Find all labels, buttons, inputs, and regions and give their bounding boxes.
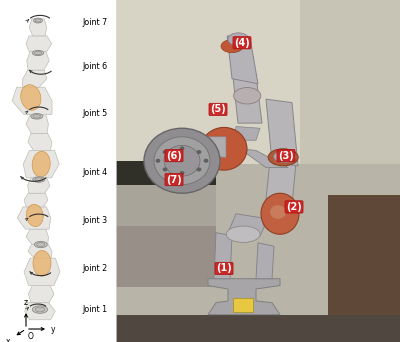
Text: (4): (4) bbox=[234, 38, 250, 48]
Polygon shape bbox=[196, 137, 226, 157]
Text: (3): (3) bbox=[278, 150, 294, 161]
Circle shape bbox=[163, 150, 168, 154]
Polygon shape bbox=[29, 19, 47, 36]
FancyBboxPatch shape bbox=[116, 0, 400, 164]
Ellipse shape bbox=[34, 51, 42, 55]
Polygon shape bbox=[24, 193, 48, 207]
Circle shape bbox=[204, 159, 208, 163]
Ellipse shape bbox=[34, 241, 47, 248]
Text: (2): (2) bbox=[286, 202, 302, 212]
FancyBboxPatch shape bbox=[116, 161, 216, 186]
Ellipse shape bbox=[31, 114, 43, 119]
Circle shape bbox=[154, 137, 210, 185]
Ellipse shape bbox=[32, 152, 50, 177]
Circle shape bbox=[164, 145, 200, 176]
Ellipse shape bbox=[33, 115, 41, 118]
FancyBboxPatch shape bbox=[116, 185, 216, 226]
Polygon shape bbox=[28, 286, 54, 303]
Ellipse shape bbox=[274, 150, 296, 163]
FancyBboxPatch shape bbox=[328, 195, 400, 315]
Ellipse shape bbox=[35, 307, 45, 312]
Text: z: z bbox=[24, 299, 28, 307]
Text: Joint 6: Joint 6 bbox=[82, 62, 107, 71]
Ellipse shape bbox=[37, 242, 45, 247]
Polygon shape bbox=[25, 303, 55, 320]
Polygon shape bbox=[22, 70, 47, 87]
Circle shape bbox=[156, 159, 160, 163]
FancyBboxPatch shape bbox=[300, 0, 400, 164]
Text: (5): (5) bbox=[210, 104, 226, 115]
Ellipse shape bbox=[226, 226, 260, 242]
Polygon shape bbox=[240, 149, 288, 168]
Polygon shape bbox=[208, 279, 280, 315]
Polygon shape bbox=[26, 36, 52, 51]
Circle shape bbox=[144, 128, 220, 193]
Ellipse shape bbox=[35, 19, 41, 22]
Text: O: O bbox=[27, 332, 33, 341]
Text: x: x bbox=[6, 337, 10, 342]
Polygon shape bbox=[27, 51, 49, 70]
Polygon shape bbox=[28, 133, 52, 150]
Polygon shape bbox=[266, 99, 298, 166]
Text: Joint 2: Joint 2 bbox=[82, 264, 107, 273]
Ellipse shape bbox=[32, 306, 48, 313]
Polygon shape bbox=[17, 207, 51, 229]
FancyBboxPatch shape bbox=[233, 298, 253, 312]
Circle shape bbox=[196, 167, 201, 171]
Polygon shape bbox=[26, 115, 48, 133]
Polygon shape bbox=[234, 127, 260, 140]
Polygon shape bbox=[26, 229, 48, 245]
Text: (7): (7) bbox=[166, 174, 182, 185]
Ellipse shape bbox=[228, 33, 249, 46]
Polygon shape bbox=[228, 214, 268, 236]
Ellipse shape bbox=[26, 205, 43, 226]
Text: Joint 5: Joint 5 bbox=[82, 109, 107, 118]
Ellipse shape bbox=[34, 18, 42, 23]
Ellipse shape bbox=[33, 177, 45, 182]
Ellipse shape bbox=[32, 51, 44, 55]
Text: Joint 7: Joint 7 bbox=[82, 18, 107, 27]
Ellipse shape bbox=[234, 88, 261, 104]
Text: (6): (6) bbox=[166, 150, 182, 161]
Ellipse shape bbox=[21, 85, 41, 110]
Ellipse shape bbox=[268, 149, 298, 166]
Ellipse shape bbox=[33, 250, 51, 276]
Text: (1): (1) bbox=[216, 263, 232, 274]
Polygon shape bbox=[256, 243, 274, 279]
Polygon shape bbox=[28, 245, 52, 258]
Ellipse shape bbox=[261, 193, 299, 234]
FancyBboxPatch shape bbox=[116, 315, 400, 342]
Polygon shape bbox=[12, 87, 52, 115]
Ellipse shape bbox=[201, 128, 247, 170]
Text: Joint 4: Joint 4 bbox=[82, 168, 107, 177]
Polygon shape bbox=[23, 150, 59, 178]
Polygon shape bbox=[263, 161, 296, 226]
Polygon shape bbox=[227, 36, 258, 84]
Ellipse shape bbox=[35, 178, 43, 181]
Polygon shape bbox=[24, 258, 60, 286]
Text: Joint 1: Joint 1 bbox=[82, 305, 107, 314]
FancyBboxPatch shape bbox=[0, 0, 116, 342]
Circle shape bbox=[196, 150, 201, 154]
FancyBboxPatch shape bbox=[116, 226, 216, 287]
Text: y: y bbox=[51, 325, 56, 333]
Polygon shape bbox=[28, 178, 50, 193]
Text: Joint 3: Joint 3 bbox=[82, 216, 107, 225]
Circle shape bbox=[180, 171, 184, 175]
FancyBboxPatch shape bbox=[116, 0, 400, 342]
Ellipse shape bbox=[270, 205, 286, 219]
Circle shape bbox=[163, 167, 168, 171]
Ellipse shape bbox=[221, 40, 243, 53]
Polygon shape bbox=[233, 75, 262, 123]
Circle shape bbox=[180, 146, 184, 150]
Polygon shape bbox=[214, 233, 232, 279]
